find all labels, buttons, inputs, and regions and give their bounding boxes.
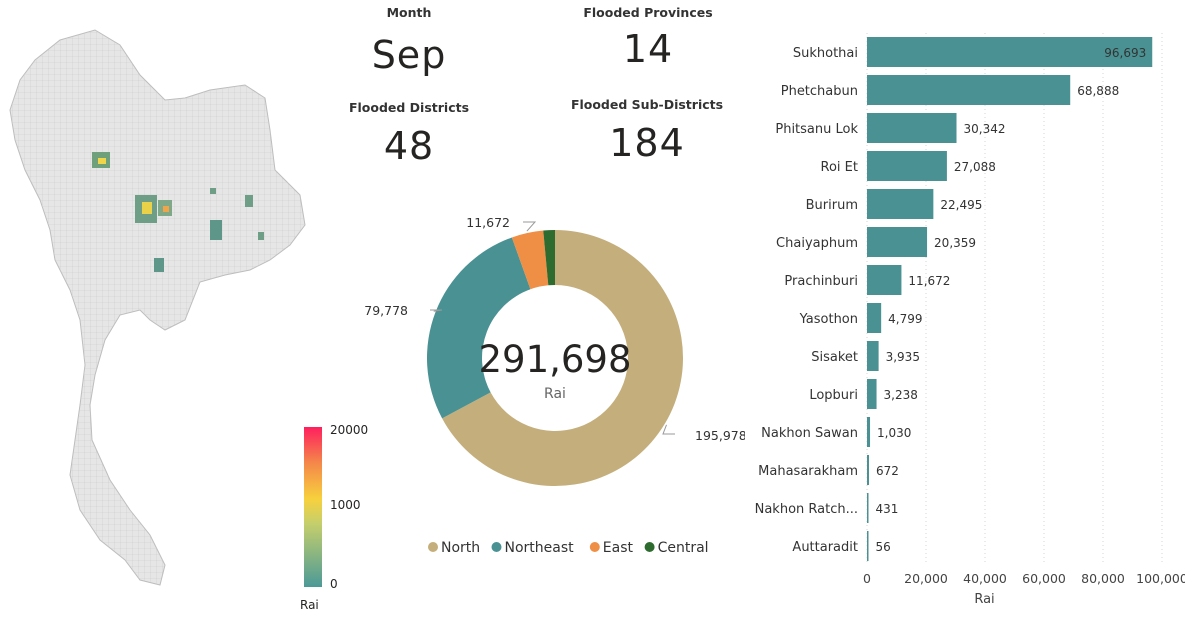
map-svg — [9, 29, 306, 586]
bar-value-label: 27,088 — [954, 160, 996, 174]
x-tick-label: 40,000 — [963, 571, 1007, 586]
donut-value-label: 11,672 — [466, 215, 510, 230]
donut-slice-northeast[interactable] — [427, 237, 531, 419]
donut-slice-east[interactable] — [511, 230, 549, 290]
legend-label-north[interactable]: North — [441, 540, 480, 556]
legend-label-east[interactable]: East — [603, 540, 634, 556]
bar-category-label: Nakhon Ratch... — [755, 502, 858, 517]
bar[interactable] — [867, 227, 928, 257]
bar-value-label: 30,342 — [964, 122, 1006, 136]
legend-marker-north — [428, 542, 438, 552]
bar-category-label: Yasothon — [799, 312, 858, 327]
bar-category-label: Sukhothai — [793, 46, 858, 61]
bar-value-label: 431 — [876, 502, 899, 516]
bar-value-label: 96,693 — [1104, 46, 1146, 60]
bar[interactable] — [867, 75, 1071, 105]
donut-value-label: 79,778 — [364, 303, 408, 318]
bar-category-label: Phetchabun — [781, 84, 858, 99]
kpi-month-value: Sep — [371, 33, 447, 77]
map-legend-tick-mid: 1000 — [330, 498, 361, 512]
x-tick-label: 20,000 — [904, 571, 948, 586]
kpi-subdistricts-label: Flooded Sub-Districts — [570, 97, 724, 112]
map-color-scale — [304, 427, 322, 587]
bar-value-label: 20,359 — [934, 236, 976, 250]
bar-value-label: 3,935 — [886, 350, 920, 364]
donut-center-value: 291,698 — [478, 338, 631, 381]
map-legend-tick-max: 20000 — [330, 423, 369, 437]
legend-label-central[interactable]: Central — [658, 540, 709, 556]
flooded-areas — [92, 152, 264, 272]
bar[interactable] — [867, 493, 869, 523]
kpi-provinces-value: 14 — [622, 27, 674, 71]
legend-marker-northeast — [491, 542, 502, 552]
bar[interactable] — [867, 531, 869, 561]
bar-category-label: Chaiyaphum — [776, 236, 858, 251]
thailand-flood-map[interactable] — [0, 20, 320, 590]
bar-value-label: 22,495 — [940, 198, 982, 212]
bar-value-label: 1,030 — [877, 426, 911, 440]
bar-category-label: Mahasarakham — [758, 464, 858, 479]
bar[interactable] — [867, 341, 879, 371]
bar[interactable] — [867, 417, 871, 447]
bar-category-label: Auttaradit — [792, 540, 858, 555]
bar[interactable] — [867, 303, 882, 333]
kpi-month-label: Month — [386, 5, 432, 20]
legend-marker-east — [589, 542, 600, 552]
x-tick-label: 0 — [863, 571, 871, 586]
donut-center-label: Rai — [544, 386, 566, 402]
bar[interactable] — [867, 455, 869, 485]
bar-category-label: Lopburi — [809, 388, 858, 403]
legend-marker-central — [644, 542, 655, 552]
bar[interactable] — [867, 189, 934, 219]
bar[interactable] — [867, 37, 1153, 67]
map-legend-title: Rai — [300, 598, 319, 612]
kpi-districts-label: Flooded Districts — [348, 100, 470, 115]
map-legend-tick-min: 0 — [330, 577, 338, 591]
bar-value-label: 56 — [876, 540, 891, 554]
bar[interactable] — [867, 265, 902, 295]
legend-label-northeast[interactable]: Northeast — [505, 540, 575, 556]
bar-category-label: Nakhon Sawan — [761, 426, 858, 441]
x-tick-label: 60,000 — [1022, 571, 1066, 586]
x-tick-label: 80,000 — [1081, 571, 1125, 586]
x-tick-label: 100,000 — [1136, 571, 1185, 586]
kpi-provinces-label: Flooded Provinces — [583, 5, 713, 20]
donut-value-label: 195,978 — [695, 428, 745, 443]
bar-category-label: Phitsanu Lok — [775, 122, 858, 137]
bar-category-label: Sisaket — [811, 350, 858, 365]
bar-value-label: 3,238 — [884, 388, 918, 402]
x-axis-title: Rai — [974, 592, 994, 607]
kpi-subdistricts-value: 184 — [609, 121, 685, 165]
bar-category-label: Burirum — [806, 198, 858, 213]
donut-slice-north[interactable] — [442, 230, 683, 486]
donut-leader-line — [662, 424, 675, 435]
donut-leader-line — [430, 309, 443, 312]
bar[interactable] — [867, 151, 947, 181]
bar-value-label: 672 — [876, 464, 899, 478]
donut-leader-line — [523, 221, 537, 232]
province-bar-chart[interactable]: 0 20,000 40,000 60,000 80,000 100,000 Sukhotha… — [745, 20, 1185, 618]
bar-category-label: Roi Et — [821, 160, 858, 175]
region-donut-chart[interactable]: 195,978 79,778 11,672 291,698 Rai North Northe… — [345, 200, 745, 575]
bar-value-label: 11,672 — [908, 274, 950, 288]
bar-category-label: Prachinburi — [784, 274, 858, 289]
kpi-districts-value: 48 — [383, 124, 435, 168]
bar-value-label: 4,799 — [888, 312, 922, 326]
bar-value-label: 68,888 — [1077, 84, 1119, 98]
bar[interactable] — [867, 379, 877, 409]
donut-slice-central[interactable] — [543, 230, 555, 286]
bar[interactable] — [867, 113, 957, 143]
